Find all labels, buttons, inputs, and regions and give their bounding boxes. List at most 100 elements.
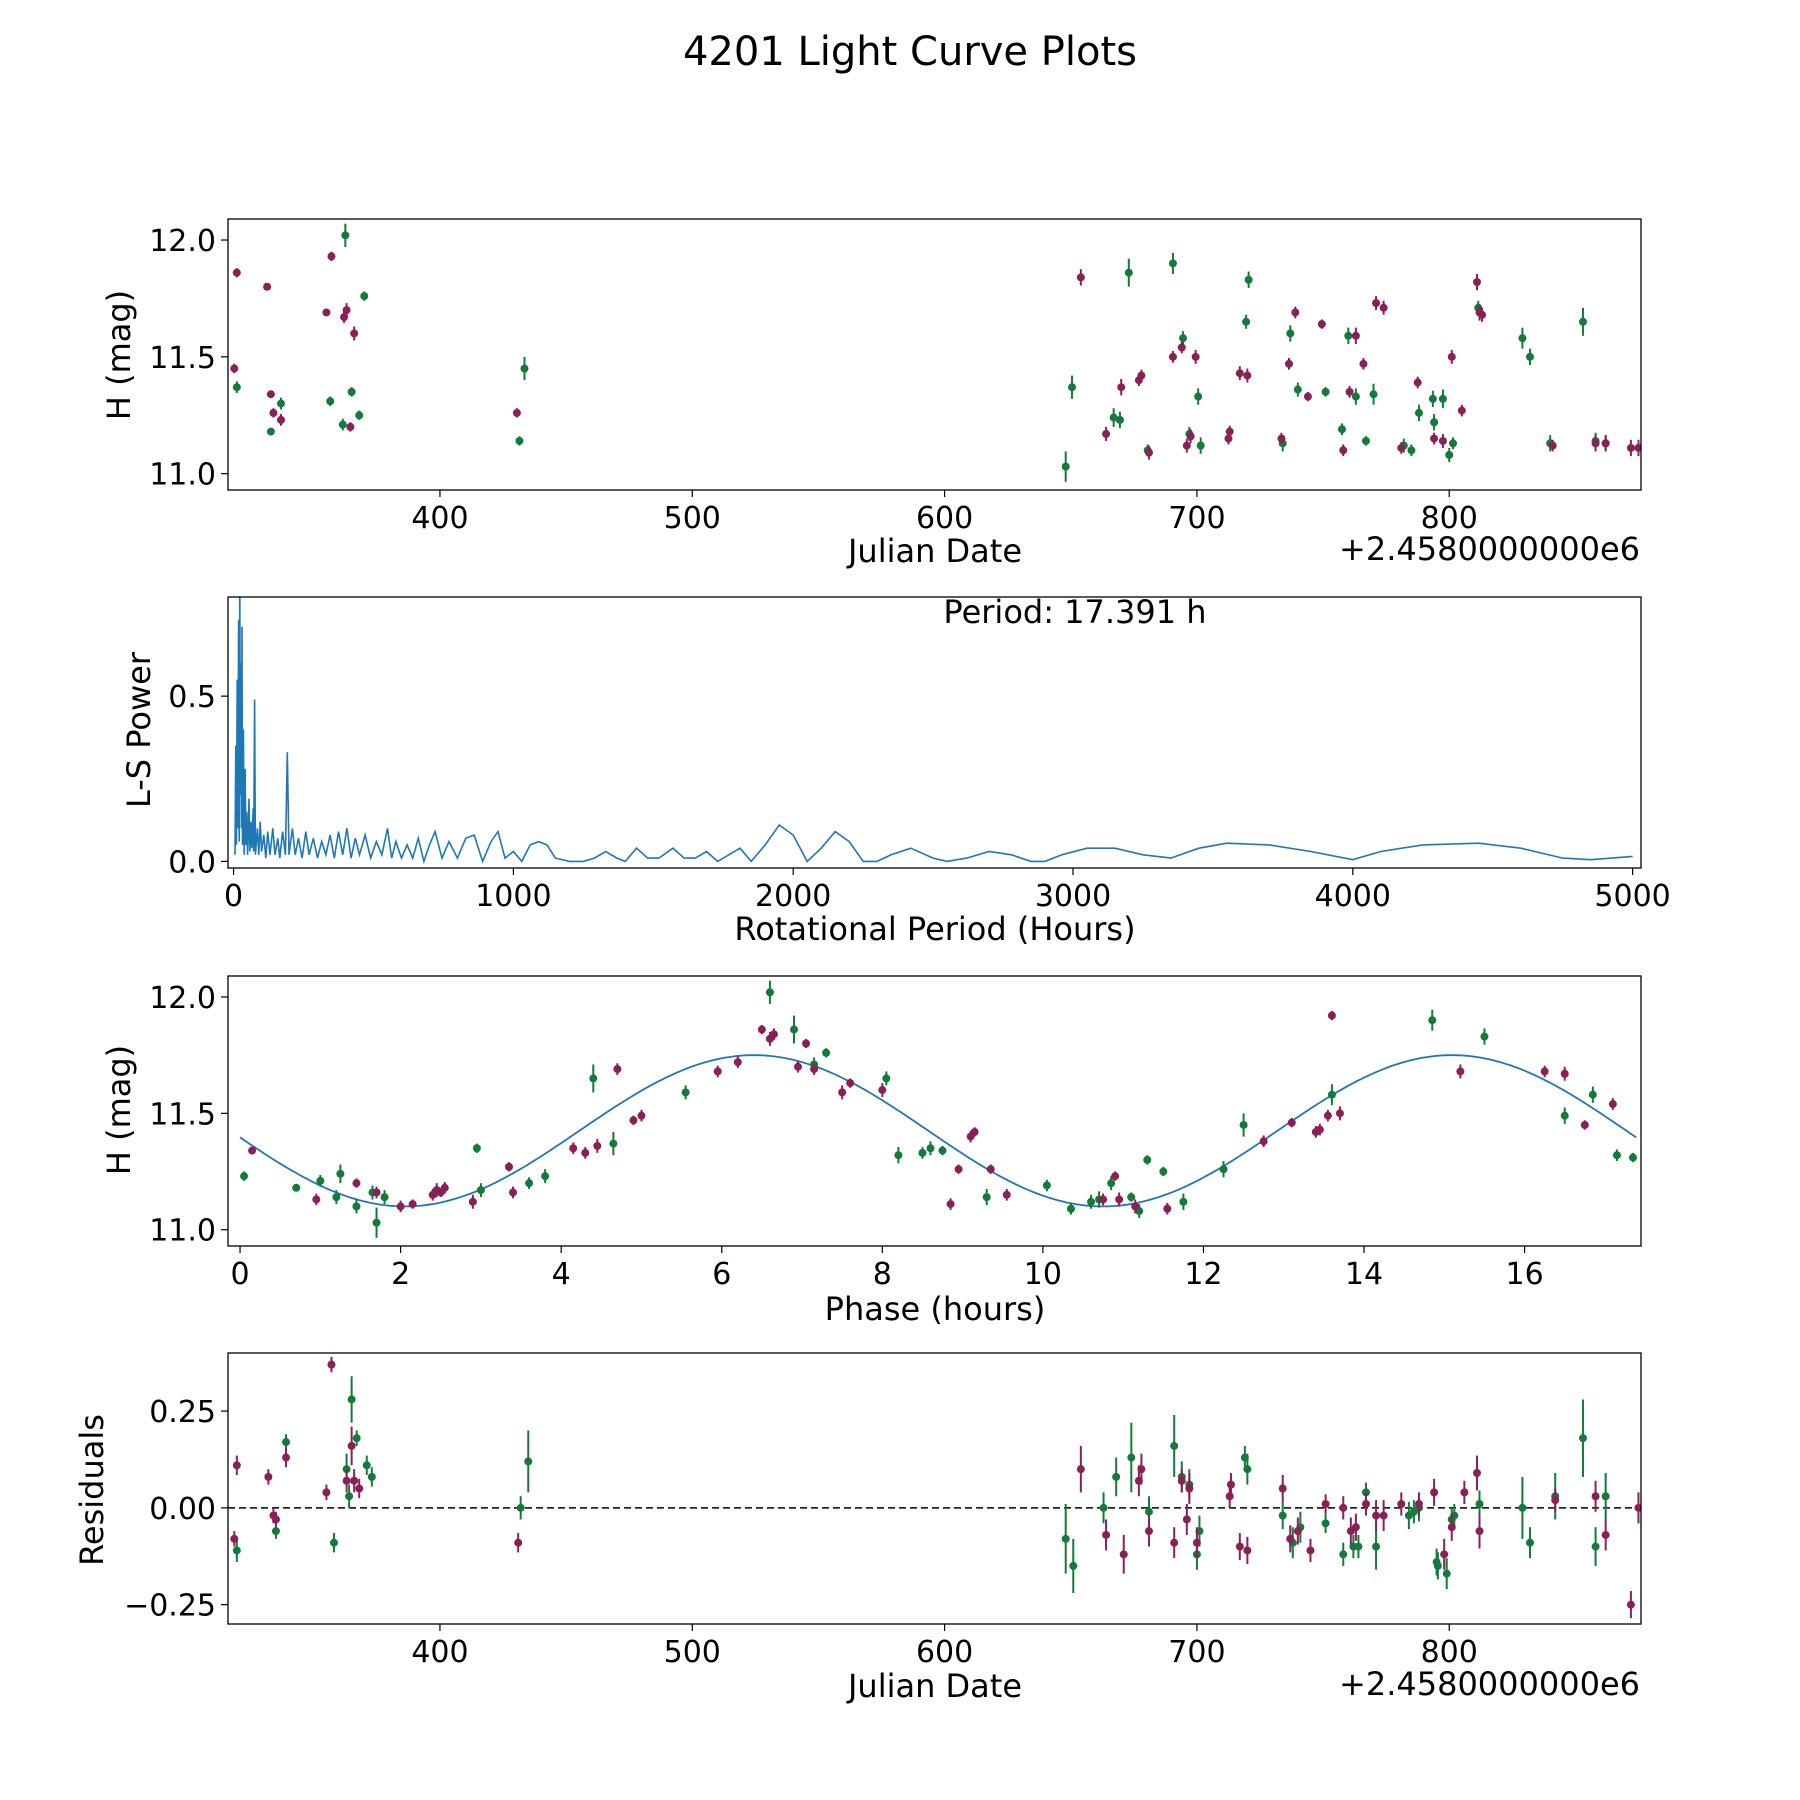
marker — [1177, 343, 1186, 352]
phase-purple-data-point — [1315, 1123, 1324, 1136]
marker — [230, 364, 239, 373]
lc-purple-data-point — [1601, 435, 1610, 452]
phase-green-data-point — [525, 1177, 534, 1189]
phase-purple-data-point — [372, 1186, 381, 1199]
marker — [1186, 432, 1195, 441]
marker — [838, 1088, 847, 1097]
marker — [1447, 352, 1456, 361]
marker — [1442, 1569, 1451, 1578]
marker — [1601, 1492, 1610, 1501]
resid-green-data-point — [1099, 1492, 1108, 1524]
marker — [946, 1200, 955, 1209]
phase-green-data-point — [292, 1183, 301, 1192]
marker — [1235, 369, 1244, 378]
lc-purple-data-point — [1277, 432, 1286, 445]
lc-green-data-point — [1438, 389, 1447, 409]
marker — [733, 1058, 742, 1067]
resid-purple-data-point — [1177, 1469, 1186, 1493]
marker — [1472, 278, 1481, 287]
marker — [589, 1074, 598, 1083]
marker — [1278, 1484, 1287, 1493]
marker — [1303, 392, 1312, 401]
marker — [1351, 331, 1360, 340]
marker — [1626, 443, 1635, 452]
resid-purple-data-point — [1235, 1533, 1244, 1561]
phase-green-data-point — [926, 1141, 935, 1156]
resid-green-data-point — [1278, 1502, 1287, 1530]
resid-purple-data-point — [1137, 1453, 1146, 1485]
marker — [1578, 1434, 1587, 1443]
resid-purple-data-point — [1472, 1455, 1481, 1491]
lc-green-data-point — [1179, 331, 1188, 346]
lc-purple-data-point — [1397, 442, 1406, 454]
marker — [1102, 429, 1111, 438]
phase-xlabel: Phase (hours) — [825, 1290, 1046, 1328]
resid-green-data-point — [1354, 1534, 1363, 1559]
marker — [1293, 385, 1302, 394]
lc-green-data-point — [1061, 451, 1070, 482]
marker — [1315, 1125, 1324, 1134]
resid-purple-data-point — [1460, 1480, 1469, 1504]
marker — [263, 282, 272, 291]
marker — [1225, 1492, 1234, 1501]
marker — [282, 1438, 291, 1447]
marker — [1239, 1120, 1248, 1129]
marker — [1540, 1067, 1549, 1076]
lc-ytick-label: 11.5 — [149, 341, 216, 376]
periodogram-panel: Rotational Period (Hours) L-S Power Peri… — [120, 593, 1671, 948]
marker — [1323, 1111, 1332, 1120]
resid-green-data-point — [1061, 1503, 1070, 1574]
resid-purple-data-point — [1278, 1474, 1287, 1503]
marker — [230, 1534, 239, 1543]
phase-green-data-point — [1560, 1107, 1569, 1124]
phase-green-data-point — [982, 1188, 991, 1206]
marker — [1144, 448, 1153, 457]
lc-green-data-point — [1361, 436, 1370, 446]
phase-ytick-label: 11.0 — [149, 1214, 216, 1249]
lc-purple-data-point — [342, 303, 351, 318]
resid-purple-data-point — [1339, 1496, 1348, 1520]
phase-green-data-point — [1239, 1113, 1248, 1137]
resid-ytick-label: 0.25 — [149, 1395, 216, 1430]
lc-xtick-label: 400 — [411, 501, 468, 536]
marker — [1339, 1550, 1348, 1559]
resid-ylabel: Residuals — [73, 1414, 111, 1566]
phase-green-data-point — [790, 1015, 799, 1044]
lc-purple-data-point — [1626, 439, 1635, 457]
resid-green-data-point — [1475, 1490, 1484, 1518]
lc-purple-data-point — [1472, 273, 1481, 291]
marker — [1457, 406, 1466, 415]
resid-purple-data-point — [1475, 1513, 1484, 1549]
ls-xtick-label: 5000 — [1594, 879, 1670, 914]
marker — [1372, 1511, 1381, 1520]
marker — [1099, 1503, 1108, 1512]
marker — [512, 408, 521, 417]
marker — [1438, 436, 1447, 445]
phase-purple-data-point — [396, 1200, 405, 1213]
marker — [1321, 1499, 1330, 1508]
marker — [1551, 1496, 1560, 1505]
marker — [1344, 331, 1353, 340]
marker — [440, 1183, 449, 1192]
marker — [504, 1162, 513, 1171]
marker — [1235, 1542, 1244, 1551]
phase-purple-data-point — [733, 1056, 742, 1068]
phase-purple-data-point — [569, 1142, 578, 1155]
phase-ytick-label: 11.5 — [149, 1097, 216, 1132]
marker — [1061, 1534, 1070, 1543]
resid-purple-data-point — [1185, 1473, 1194, 1504]
marker — [468, 1197, 477, 1206]
marker — [1628, 1153, 1637, 1162]
phase-purple-data-point — [794, 1060, 803, 1073]
phase-green-data-point — [336, 1164, 345, 1184]
resid-green-data-point — [1321, 1513, 1330, 1534]
marker — [1626, 1600, 1635, 1609]
marker — [1518, 1503, 1527, 1512]
marker — [525, 1179, 534, 1188]
sinusoid-fit-line — [239, 1054, 1637, 1208]
resid-purple-data-point — [1414, 1492, 1423, 1516]
marker — [1321, 387, 1330, 396]
marker — [360, 292, 369, 301]
lc-purple-data-point — [322, 308, 331, 317]
marker — [609, 1139, 618, 1148]
